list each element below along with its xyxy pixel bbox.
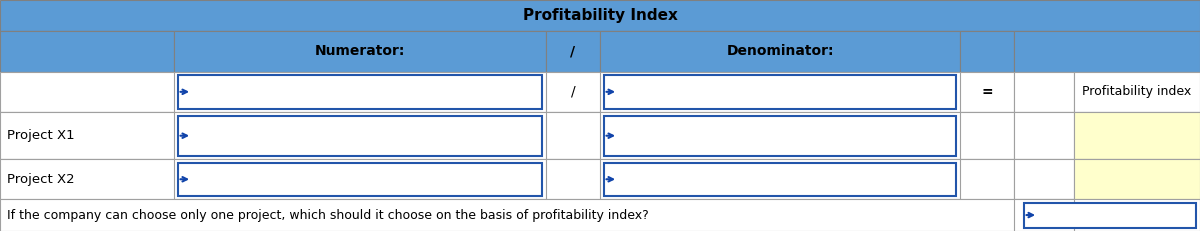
Bar — [1074, 112, 1200, 159]
Bar — [546, 72, 600, 112]
Bar — [0, 159, 1200, 199]
Bar — [178, 116, 542, 156]
Bar — [1014, 72, 1074, 112]
Bar — [1014, 199, 1074, 231]
Text: /: / — [570, 44, 576, 58]
Bar — [604, 116, 956, 156]
Bar — [546, 159, 600, 199]
Text: If the company can choose only one project, which should it choose on the basis : If the company can choose only one proje… — [7, 209, 649, 222]
Bar — [960, 112, 1014, 159]
Bar — [1024, 203, 1196, 228]
Bar — [0, 0, 1200, 31]
Bar — [0, 31, 1200, 72]
Bar — [1074, 159, 1200, 199]
Bar — [960, 159, 1014, 199]
Bar — [0, 199, 1200, 231]
Bar — [178, 75, 542, 109]
Bar — [960, 31, 1014, 72]
Text: Project X1: Project X1 — [7, 129, 74, 142]
Bar — [604, 75, 956, 109]
Bar — [0, 112, 1200, 159]
Bar — [604, 163, 956, 196]
Bar — [0, 31, 174, 72]
Bar — [0, 72, 1200, 112]
Text: Denominator:: Denominator: — [726, 44, 834, 58]
Bar — [174, 31, 546, 72]
Bar — [0, 159, 174, 199]
Bar — [546, 112, 600, 159]
Text: /: / — [571, 85, 575, 99]
Bar — [178, 163, 542, 196]
Bar — [1074, 72, 1200, 112]
Text: Numerator:: Numerator: — [314, 44, 406, 58]
Bar — [1014, 159, 1074, 199]
Text: Project X2: Project X2 — [7, 173, 74, 186]
Bar — [1014, 31, 1200, 72]
Bar — [960, 72, 1014, 112]
Bar — [0, 72, 174, 112]
Text: Profitability Index: Profitability Index — [522, 8, 678, 23]
Bar — [600, 31, 960, 72]
Text: Profitability index: Profitability index — [1082, 85, 1192, 98]
Bar — [1014, 112, 1074, 159]
Text: =: = — [982, 85, 992, 99]
Bar — [546, 31, 600, 72]
Bar — [0, 112, 174, 159]
